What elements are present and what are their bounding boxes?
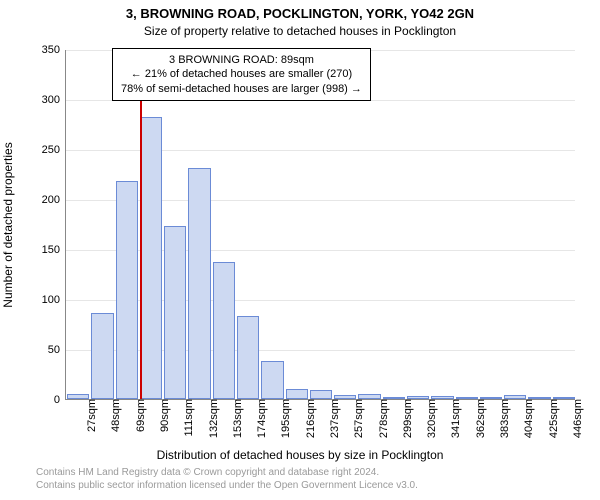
y-tick-label: 100 [42,294,66,306]
x-tick-label: 111sqm [179,399,195,437]
property-marker-line [140,49,142,399]
histogram-bar [286,389,308,399]
y-tick-label: 50 [48,344,66,356]
x-tick-label: 195sqm [276,399,292,438]
x-tick-label: 153sqm [228,399,244,438]
histogram-bar [164,226,186,399]
x-tick-label: 341sqm [446,399,462,438]
footer-line1: Contains HM Land Registry data © Crown c… [36,466,418,479]
histogram-bar [237,316,259,399]
histogram-bar [140,117,162,399]
histogram-bar [91,313,113,399]
footer-line2: Contains public sector information licen… [36,479,418,492]
y-axis-label: Number of detached properties [1,142,15,307]
footer-attribution: Contains HM Land Registry data © Crown c… [36,466,418,492]
histogram-bar [310,390,332,399]
x-axis-label: Distribution of detached houses by size … [0,448,600,462]
x-tick-label: 257sqm [349,399,365,438]
histogram-chart: 3, BROWNING ROAD, POCKLINGTON, YORK, YO4… [0,0,600,500]
x-tick-label: 237sqm [325,399,341,438]
y-tick-label: 300 [42,94,66,106]
x-tick-label: 90sqm [155,399,171,432]
x-tick-label: 174sqm [252,399,268,438]
annotation-box: 3 BROWNING ROAD: 89sqm ← 21% of detached… [112,48,371,101]
plot-area: 05010015020025030035027sqm48sqm69sqm90sq… [65,50,575,400]
x-tick-label: 48sqm [106,399,122,432]
annotation-line1: 3 BROWNING ROAD: 89sqm [121,53,362,67]
annotation-line3: 78% of semi-detached houses are larger (… [121,82,362,96]
annotation-line2: ← 21% of detached houses are smaller (27… [121,67,362,81]
y-tick-label: 350 [42,44,66,56]
chart-title-line2: Size of property relative to detached ho… [0,24,600,38]
x-tick-label: 425sqm [544,399,560,438]
histogram-bar [116,181,138,399]
x-tick-label: 27sqm [82,399,98,432]
y-tick-label: 250 [42,144,66,156]
histogram-bar [188,168,210,399]
y-tick-label: 150 [42,244,66,256]
x-tick-label: 69sqm [131,399,147,432]
x-tick-label: 446sqm [568,399,584,438]
x-tick-label: 362sqm [471,399,487,438]
x-tick-label: 299sqm [398,399,414,438]
x-tick-label: 216sqm [301,399,317,438]
x-tick-label: 278sqm [374,399,390,438]
y-tick-label: 200 [42,194,66,206]
chart-title-line1: 3, BROWNING ROAD, POCKLINGTON, YORK, YO4… [0,6,600,21]
y-tick-label: 0 [54,394,66,406]
x-tick-label: 383sqm [495,399,511,438]
x-tick-label: 132sqm [204,399,220,438]
x-tick-label: 320sqm [422,399,438,438]
x-tick-label: 404sqm [519,399,535,438]
histogram-bar [261,361,283,399]
histogram-bar [213,262,235,399]
